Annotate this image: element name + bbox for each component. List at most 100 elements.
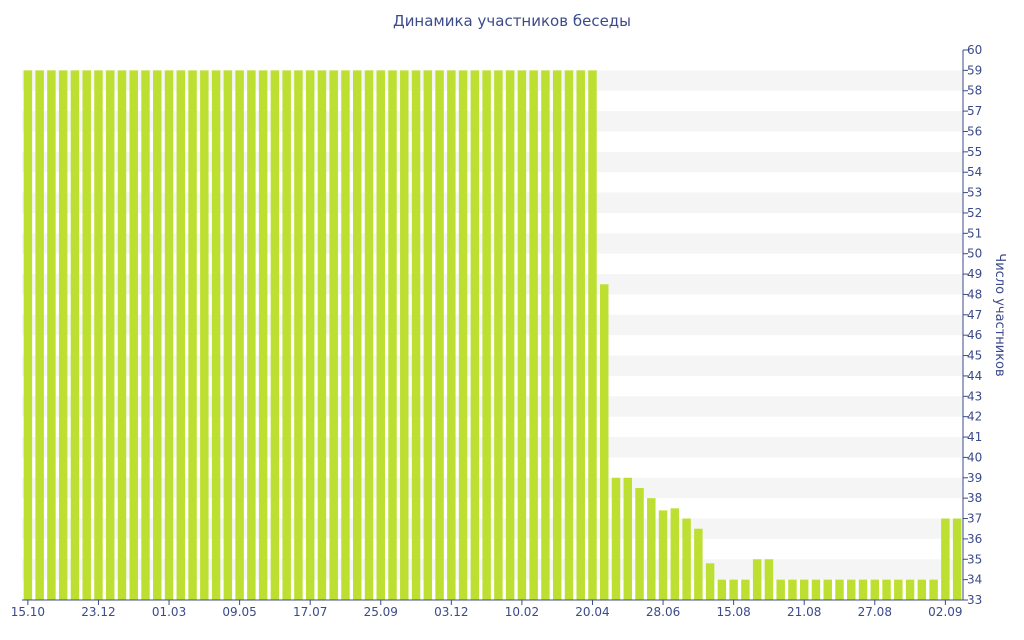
y-tick-label: 43 bbox=[967, 389, 982, 403]
bar[interactable] bbox=[105, 70, 115, 601]
x-axis: 15.10 23.12 01.03 09.05 17.07 25.09 03.12 10.02… bbox=[11, 599, 963, 619]
bar[interactable] bbox=[458, 70, 468, 601]
bar[interactable] bbox=[400, 70, 409, 601]
bar[interactable] bbox=[823, 579, 832, 600]
bar[interactable] bbox=[435, 70, 444, 601]
bar[interactable] bbox=[176, 70, 186, 601]
bar[interactable] bbox=[741, 579, 750, 600]
bar[interactable] bbox=[882, 579, 891, 600]
bar[interactable] bbox=[388, 70, 397, 601]
bar[interactable] bbox=[576, 70, 585, 601]
bar[interactable] bbox=[694, 528, 703, 600]
y-tick-label: 41 bbox=[967, 430, 982, 444]
bar[interactable] bbox=[317, 70, 327, 601]
grid-band bbox=[22, 355, 963, 376]
bar[interactable] bbox=[470, 70, 480, 601]
bar[interactable] bbox=[411, 70, 421, 601]
bar[interactable] bbox=[188, 70, 197, 601]
grid-band bbox=[22, 518, 963, 539]
x-tick-label: 27.08 bbox=[858, 605, 892, 619]
bar[interactable] bbox=[129, 70, 138, 601]
bar[interactable] bbox=[517, 70, 527, 601]
bar[interactable] bbox=[200, 70, 209, 601]
bar[interactable] bbox=[282, 70, 291, 601]
bar[interactable] bbox=[364, 70, 374, 601]
bar[interactable] bbox=[211, 70, 221, 601]
bar[interactable] bbox=[764, 559, 774, 600]
bar[interactable] bbox=[752, 559, 762, 600]
bar[interactable] bbox=[870, 579, 880, 600]
bar[interactable] bbox=[117, 70, 127, 601]
x-tick-label: 03.12 bbox=[434, 605, 468, 619]
bar[interactable] bbox=[153, 70, 162, 601]
bar[interactable] bbox=[353, 70, 362, 601]
bar[interactable] bbox=[811, 579, 821, 600]
bar[interactable] bbox=[835, 579, 844, 600]
y-axis-label: Число участников bbox=[992, 253, 1007, 376]
bar[interactable] bbox=[82, 70, 91, 601]
bar[interactable] bbox=[941, 518, 950, 600]
bar[interactable] bbox=[788, 579, 797, 600]
bar[interactable] bbox=[23, 70, 33, 601]
grid-band bbox=[22, 559, 963, 580]
bar[interactable] bbox=[776, 579, 785, 600]
bar[interactable] bbox=[952, 518, 962, 600]
x-tick-label: 25.09 bbox=[364, 605, 398, 619]
bar[interactable] bbox=[494, 70, 503, 601]
y-tick-label: 55 bbox=[967, 145, 982, 159]
bar[interactable] bbox=[623, 477, 632, 600]
bar[interactable] bbox=[94, 70, 103, 601]
y-tick-label: 40 bbox=[967, 450, 982, 464]
bar[interactable] bbox=[341, 70, 350, 601]
bar[interactable] bbox=[423, 70, 433, 601]
bar[interactable] bbox=[858, 579, 868, 600]
bar[interactable] bbox=[482, 70, 491, 601]
grid-band bbox=[22, 274, 963, 295]
bar[interactable] bbox=[905, 579, 915, 600]
bar[interactable] bbox=[223, 70, 233, 601]
bar[interactable] bbox=[611, 477, 621, 600]
bar[interactable] bbox=[58, 70, 68, 601]
bar[interactable] bbox=[729, 579, 738, 600]
bar[interactable] bbox=[376, 70, 385, 601]
bar[interactable] bbox=[505, 70, 515, 601]
bar[interactable] bbox=[670, 508, 680, 600]
bar[interactable] bbox=[647, 498, 656, 600]
bar[interactable] bbox=[447, 70, 456, 601]
bar[interactable] bbox=[329, 70, 338, 601]
bar[interactable] bbox=[894, 579, 903, 600]
bar[interactable] bbox=[799, 579, 809, 600]
bar[interactable] bbox=[600, 284, 609, 600]
bar[interactable] bbox=[247, 70, 256, 601]
bar[interactable] bbox=[552, 70, 562, 601]
bar[interactable] bbox=[305, 70, 315, 601]
bar[interactable] bbox=[717, 579, 727, 600]
bar[interactable] bbox=[917, 579, 927, 600]
x-tick-label: 02.09 bbox=[928, 605, 962, 619]
bar[interactable] bbox=[270, 70, 280, 601]
bar[interactable] bbox=[564, 70, 574, 601]
bar[interactable] bbox=[141, 70, 150, 601]
bar[interactable] bbox=[529, 70, 538, 601]
bar[interactable] bbox=[705, 563, 715, 600]
bar[interactable] bbox=[588, 70, 597, 601]
bar[interactable] bbox=[635, 487, 644, 600]
bar[interactable] bbox=[164, 70, 174, 601]
bar[interactable] bbox=[70, 70, 80, 601]
bar[interactable] bbox=[294, 70, 303, 601]
bar[interactable] bbox=[35, 70, 44, 601]
bar[interactable] bbox=[682, 518, 691, 600]
grid-band bbox=[22, 233, 963, 254]
y-tick-label: 53 bbox=[967, 186, 982, 200]
y-tick-label: 34 bbox=[967, 573, 982, 587]
bar[interactable] bbox=[47, 70, 56, 601]
bar[interactable] bbox=[847, 579, 856, 600]
bar[interactable] bbox=[658, 510, 668, 600]
bar[interactable] bbox=[235, 70, 244, 601]
bars bbox=[23, 70, 962, 601]
bar[interactable] bbox=[541, 70, 550, 601]
bar[interactable] bbox=[929, 579, 938, 600]
x-tick-label: 10.02 bbox=[505, 605, 539, 619]
x-tick-label: 28.06 bbox=[646, 605, 680, 619]
bar[interactable] bbox=[258, 70, 268, 601]
